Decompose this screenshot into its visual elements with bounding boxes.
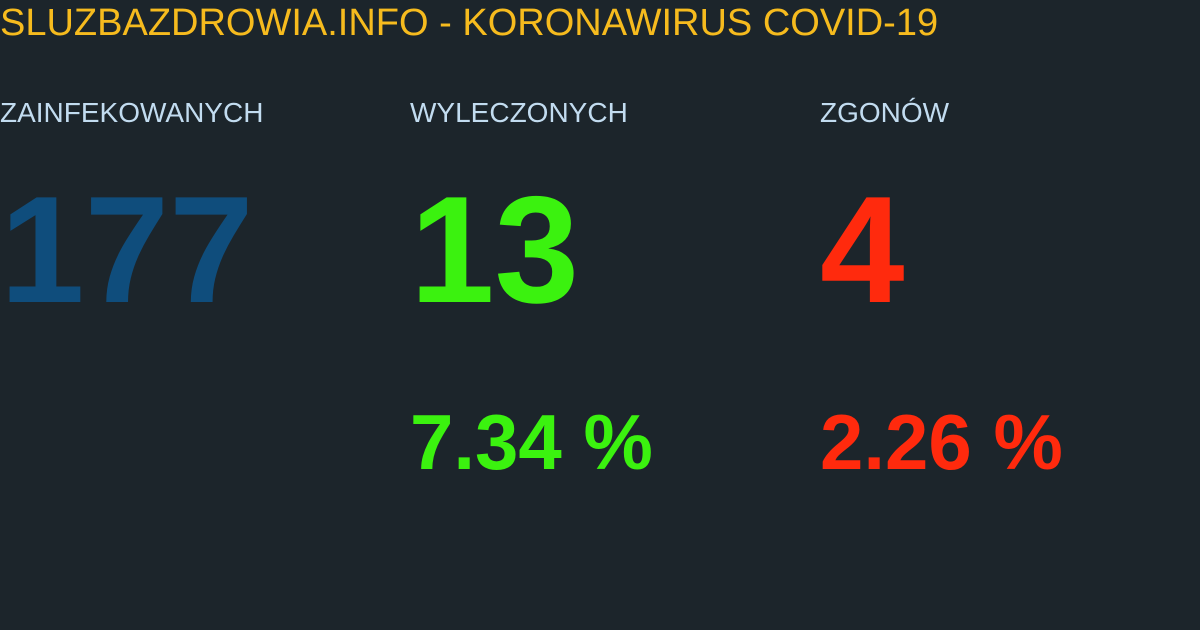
deaths-count: 4: [820, 165, 905, 335]
deaths-label: ZGONÓW: [820, 97, 950, 128]
page-title: SLUZBAZDROWIA.INFO - KORONAWIRUS COVID-1…: [0, 2, 939, 44]
infected-count: 177: [0, 165, 254, 335]
infected-column: ZAINFEKOWANYCH 177: [0, 0, 400, 630]
recovered-label: WYLECZONYCH: [410, 97, 628, 128]
deaths-column: ZGONÓW 4 2.26 %: [820, 0, 1200, 630]
recovered-count: 13: [410, 165, 580, 335]
recovered-column: WYLECZONYCH 13 7.34 %: [410, 0, 810, 630]
recovered-percent: 7.34 %: [410, 398, 653, 486]
deaths-percent: 2.26 %: [820, 398, 1063, 486]
infected-label: ZAINFEKOWANYCH: [0, 97, 264, 128]
